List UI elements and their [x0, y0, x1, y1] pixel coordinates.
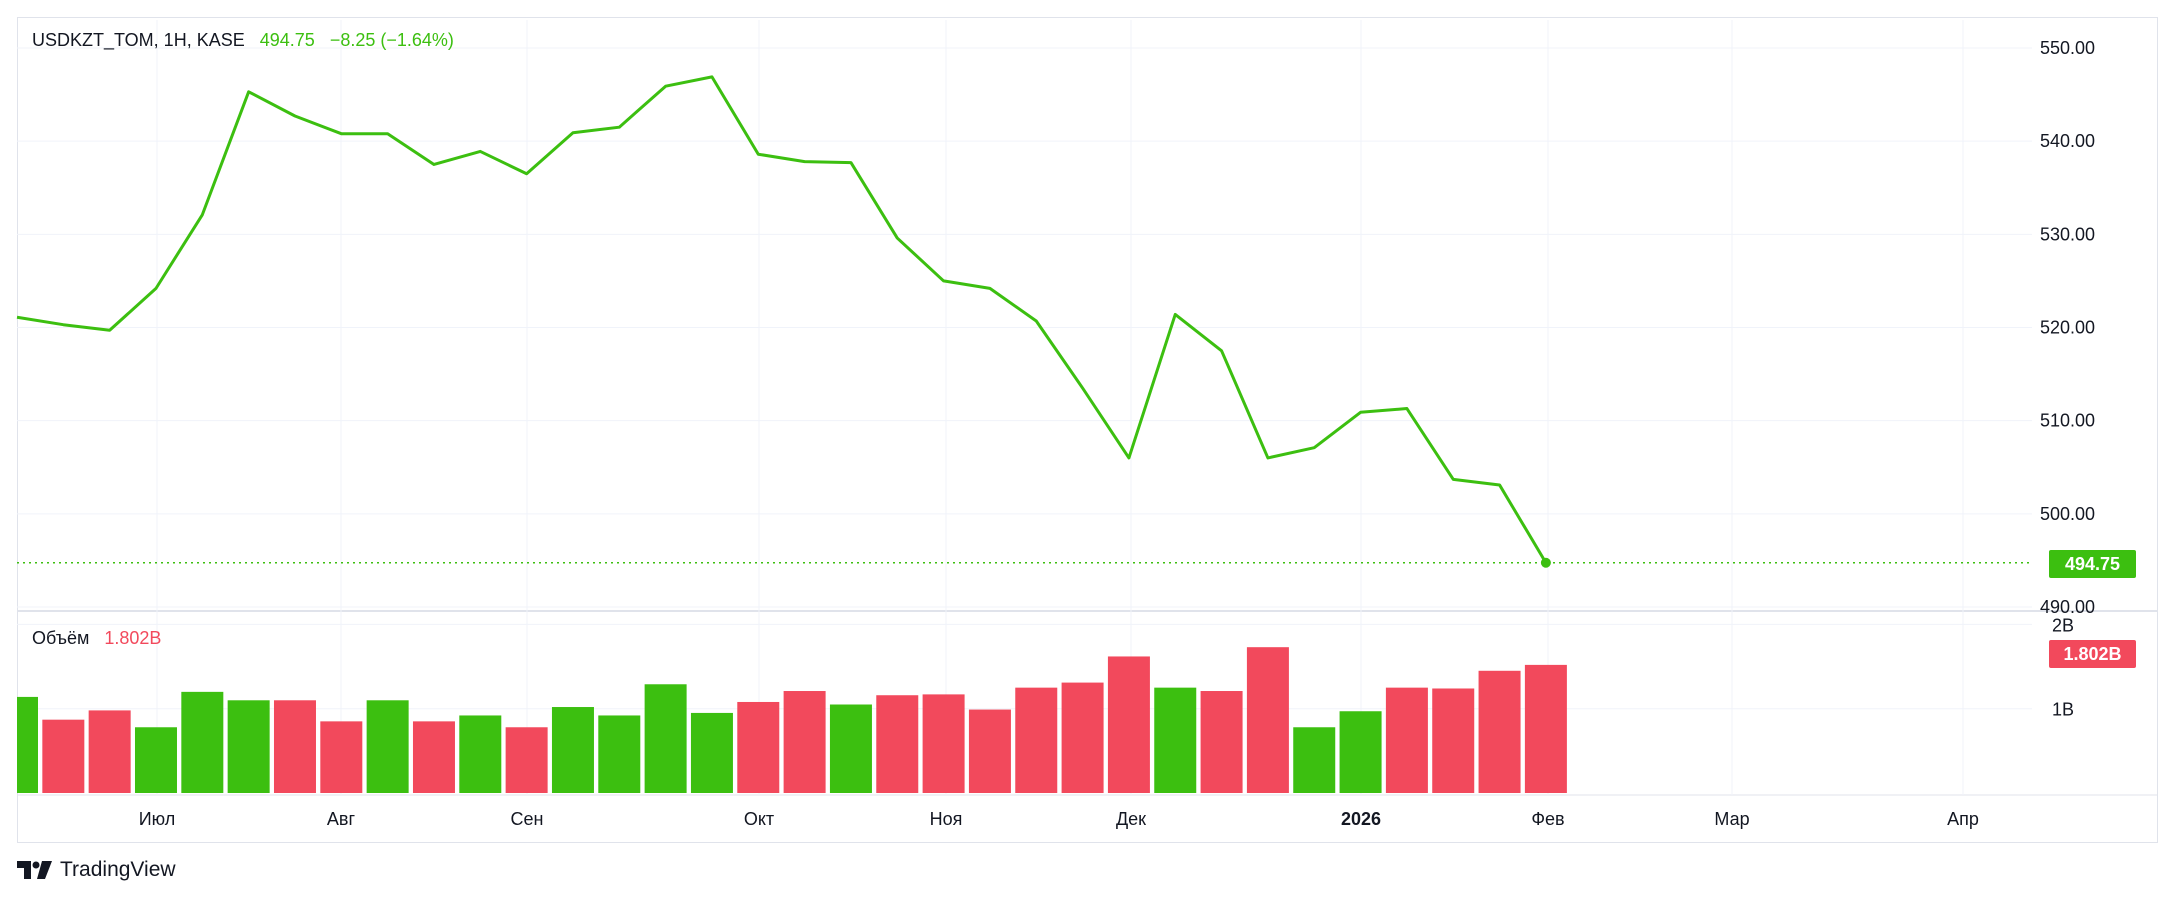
volume-legend: Объём 1.802B: [32, 628, 161, 649]
chart-legend: USDKZT_TOM, 1H, KASE 494.75 −8.25 (−1.64…: [32, 30, 454, 51]
y-tick-label: 520.00: [2040, 318, 2095, 338]
volume-bar: [690, 712, 733, 793]
volume-bar: [551, 707, 594, 793]
volume-bar: [1154, 687, 1197, 793]
volume-bar: [1107, 656, 1150, 793]
price-change-value: −8.25 (−1.64%): [329, 30, 454, 50]
volume-bar: [1015, 687, 1058, 793]
x-tick-label: Окт: [744, 809, 774, 829]
volume-bar: [42, 719, 85, 793]
volume-bar: [320, 721, 363, 793]
y-tick-label: 550.00: [2040, 38, 2095, 58]
volume-bar: [783, 691, 826, 793]
volume-bar: [1293, 727, 1336, 793]
x-tick-label: Дек: [1116, 809, 1146, 829]
volume-bar: [968, 709, 1011, 793]
volume-bar: [459, 715, 502, 793]
volume-bar: [1246, 647, 1289, 793]
volume-bar: [134, 727, 177, 793]
tradingview-logo-icon: [17, 861, 52, 879]
x-tick-label: Апр: [1947, 809, 1979, 829]
last-price-tag: 494.75: [2049, 550, 2136, 578]
last-volume-tag: 1.802B: [2049, 640, 2136, 668]
tradingview-brand[interactable]: TradingView: [17, 858, 176, 882]
brand-name: TradingView: [60, 858, 176, 881]
x-tick-label: Мар: [1714, 809, 1749, 829]
volume-bar: [181, 691, 224, 793]
volume-bar: [227, 700, 270, 793]
y-tick-label: 530.00: [2040, 224, 2095, 244]
x-tick-label: Сен: [511, 809, 544, 829]
volume-bar: [876, 695, 919, 793]
volume-bar: [1200, 691, 1243, 793]
volume-y-tick-label: 1B: [2052, 700, 2074, 720]
volume-bar: [644, 684, 687, 793]
volume-bar: [1339, 711, 1382, 793]
volume-bar: [17, 696, 38, 793]
x-tick-label: Авг: [327, 809, 356, 829]
volume-y-tick-label: 2B: [2052, 615, 2074, 635]
volume-bar: [88, 710, 131, 793]
volume-bar: [1385, 687, 1428, 793]
volume-bar: [737, 701, 780, 793]
volume-bar: [505, 727, 548, 793]
volume-bar: [412, 721, 455, 793]
volume-bar: [366, 700, 409, 793]
y-tick-label: 490.00: [2040, 597, 2095, 617]
volume-bar: [1478, 670, 1521, 793]
y-tick-label: 510.00: [2040, 411, 2095, 431]
last-price-value: 494.75: [259, 30, 315, 50]
volume-label[interactable]: Объём: [32, 628, 90, 648]
x-tick-label: Июл: [139, 809, 176, 829]
y-tick-label: 540.00: [2040, 131, 2095, 151]
x-tick-label: Фев: [1531, 809, 1564, 829]
price-line[interactable]: [16, 75, 1548, 564]
volume-bar: [273, 700, 316, 793]
volume-value: 1.802B: [104, 628, 162, 648]
volume-bar: [829, 704, 872, 793]
last-price-dot: [1540, 557, 1551, 568]
volume-bar: [1524, 664, 1567, 793]
volume-bar: [922, 694, 965, 793]
x-tick-label: 2026: [1341, 809, 1381, 829]
volume-bar: [1432, 688, 1475, 793]
y-tick-label: 500.00: [2040, 504, 2095, 524]
volume-bar: [1061, 682, 1104, 793]
volume-bar: [598, 715, 641, 793]
x-tick-label: Ноя: [930, 809, 963, 829]
symbol-label[interactable]: USDKZT_TOM, 1H, KASE: [32, 30, 245, 50]
